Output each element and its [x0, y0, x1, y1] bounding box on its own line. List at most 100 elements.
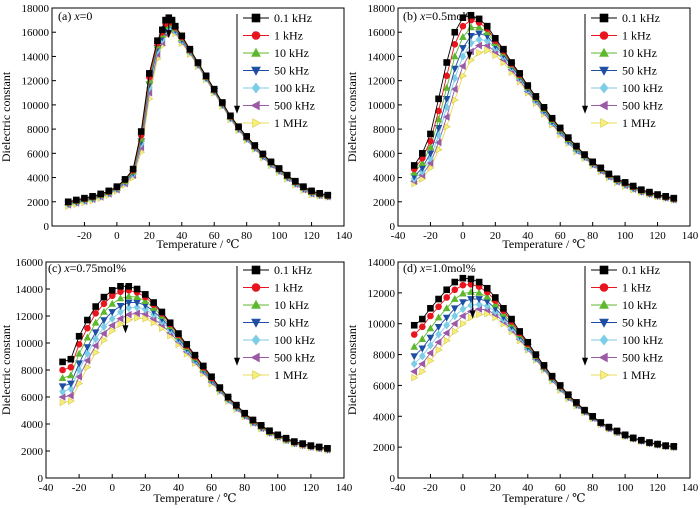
panel-b-data-point — [458, 62, 466, 70]
panel-d-data-point — [410, 321, 418, 329]
panel-d-title: (d) x=1.0mol% — [403, 261, 476, 275]
panel-c-data-point — [67, 380, 75, 388]
panel-b-data-point — [475, 30, 483, 38]
panel-b-ytick-label: 16000 — [368, 27, 396, 39]
panel-d-data-point — [435, 303, 442, 311]
panel-a-frame — [51, 7, 345, 227]
panel-d-data-point — [492, 294, 499, 301]
panel-b-data-point — [450, 52, 459, 60]
panel-c-data-point — [67, 371, 75, 379]
panel-a-data-point — [154, 37, 161, 45]
panel-b-data-point — [451, 28, 459, 36]
panel-d-data-point — [418, 360, 426, 368]
panel-c-data-point — [67, 363, 75, 371]
panel-c-data-point — [66, 391, 74, 400]
panel-d-data-point — [468, 313, 476, 322]
panel-a-data-point — [171, 22, 179, 30]
panel-c-data-point — [83, 333, 92, 341]
panel-d-data-point — [638, 436, 645, 444]
panel-b-data-point — [484, 46, 492, 55]
panel-a-legend-marker — [251, 31, 261, 40]
panel-d-xtick-label: -20 — [423, 482, 438, 494]
panel-c-data-point — [125, 316, 133, 324]
panel-a-legend-marker — [252, 118, 262, 128]
panel-d-data-point — [419, 367, 427, 376]
panel-d-data-point — [418, 345, 427, 353]
panel-c-data-point — [92, 334, 100, 344]
panel-d-data-point — [410, 359, 418, 369]
panel-c-data-point — [84, 324, 91, 332]
panel-a-data-point — [219, 99, 226, 106]
panel-b-data-point — [450, 65, 459, 73]
panel-b-data-point — [419, 150, 426, 157]
panel-a-data-point — [105, 187, 113, 195]
panel-b-data-point — [532, 93, 540, 100]
panel-a-xtick-label: 40 — [176, 230, 188, 242]
panel-c-data-point — [91, 318, 100, 326]
panel-a-legend-label: 1 kHz — [274, 29, 303, 43]
panel-c-data-point — [183, 341, 191, 348]
panel-d-data-point — [426, 324, 435, 332]
panel-a-legend-arrowhead — [234, 105, 240, 114]
panel-b-data-point — [662, 193, 669, 200]
panel-d-data-point — [442, 314, 451, 322]
panel-d-data-point — [434, 313, 443, 321]
panel-d-data-point — [410, 342, 419, 350]
panel-b-trend-arrowhead — [466, 51, 473, 60]
panel-b-data-point — [418, 158, 427, 166]
panel-c-data-point — [133, 285, 141, 293]
panel-b-legend-label: 0.1 kHz — [622, 11, 660, 25]
panel-a-data-point — [168, 16, 176, 24]
panel-d-data-point — [450, 305, 459, 313]
panel-c-data-point — [307, 442, 315, 449]
panel-b-xtick-label: 140 — [682, 230, 699, 242]
panel-c-ytick-label: 0 — [38, 473, 44, 485]
panel-b-data-point — [442, 113, 450, 121]
panel-b-data-point — [434, 115, 443, 123]
panel-b-data-point — [597, 164, 605, 172]
panel-a-xtick-label: 80 — [241, 230, 253, 242]
panel-d-data-point — [419, 315, 426, 323]
panel-d-legend-marker — [599, 318, 609, 328]
panel-d-legend-marker — [600, 370, 610, 380]
panel-a-legend-marker — [251, 66, 261, 76]
panel-b-data-point — [467, 23, 475, 31]
panel-b-data-point — [434, 138, 442, 147]
panel-d-data-point — [476, 310, 484, 319]
panel-d-data-point — [589, 412, 596, 420]
panel-c-data-point — [59, 366, 66, 374]
panel-b-data-point — [434, 125, 443, 132]
panel-d-data-point — [662, 442, 669, 449]
panel-a-data-point — [113, 183, 121, 190]
panel-a-label: (a) — [58, 9, 74, 23]
panel-d-legend-label: 0.1 kHz — [622, 263, 660, 277]
panel-c-data-point — [59, 387, 66, 396]
panel-d-legend-label: 1 kHz — [622, 281, 651, 295]
panel-c-data-point — [133, 299, 141, 307]
panel-c-trend-arrowhead — [122, 325, 129, 334]
panel-b-data-point — [467, 33, 475, 40]
panel-c-legend-label: 10 kHz — [274, 298, 309, 312]
panel-b-data-point — [670, 194, 678, 202]
panel-b-ytick-label: 4000 — [373, 173, 396, 185]
panel-a-ytick-label: 6000 — [27, 148, 50, 160]
panel-c-legend-marker — [251, 334, 261, 346]
panel-a-ytick-label: 14000 — [22, 51, 50, 63]
panel-b-xtick-label: 80 — [587, 230, 599, 242]
panel-d-data-point — [435, 295, 442, 303]
panel-c-data-point — [216, 384, 224, 391]
panel-c-data-point — [100, 317, 108, 325]
panel-d-data-point — [435, 346, 443, 354]
panel-d-ytick-label: 10000 — [368, 319, 396, 331]
panel-b-data-point — [621, 179, 629, 186]
panel-a-legend-label: 50 kHz — [274, 64, 309, 78]
panel-b-data-point — [492, 34, 499, 42]
panel-a-data-point — [146, 70, 153, 77]
panel-a-legend-label: 0.1 kHz — [274, 11, 312, 25]
panel-b-data-point — [508, 59, 515, 66]
panel-d-data-point — [434, 323, 443, 331]
panel-c-ytick-label: 16000 — [16, 257, 44, 269]
panel-c-data-point — [124, 299, 133, 307]
panel-a-xlabel: Temperature / ℃ — [156, 237, 239, 251]
panel-c-data-point — [67, 384, 75, 394]
